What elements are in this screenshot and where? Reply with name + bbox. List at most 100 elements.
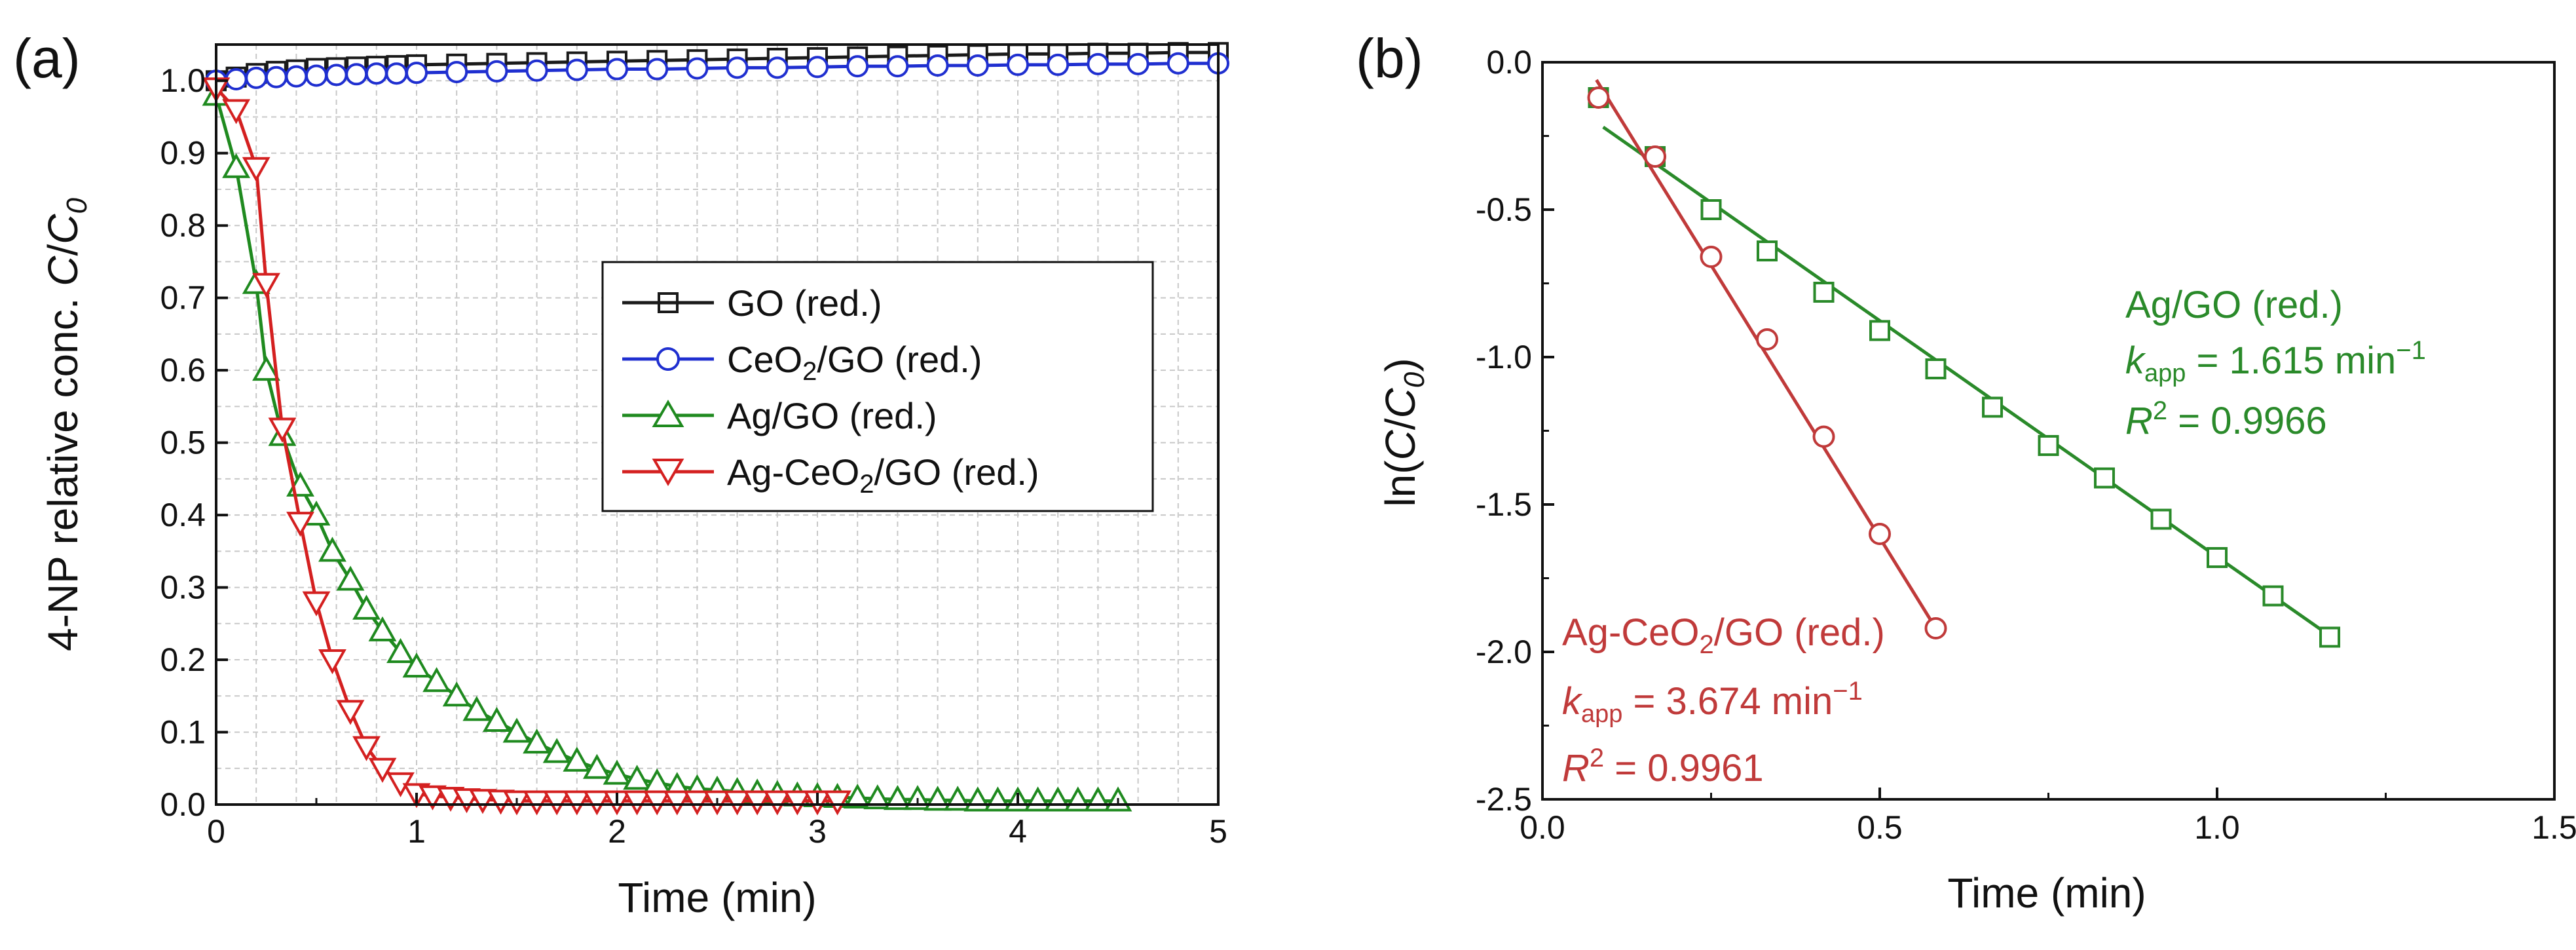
data-point bbox=[352, 736, 381, 761]
x-tick-label: 0.0 bbox=[1520, 809, 1565, 846]
data-point bbox=[663, 790, 692, 816]
data-point bbox=[352, 594, 381, 620]
data-point bbox=[442, 681, 471, 707]
y-tick-label: 0.8 bbox=[160, 207, 206, 244]
legend-marker-triangle-down bbox=[652, 459, 684, 486]
annotation-ag-go: Ag/GO (red.) kapp = 1.615 min−1 R2 = 0.9… bbox=[2125, 284, 2426, 442]
panel-b-label: (b) bbox=[1356, 28, 1423, 89]
data-point bbox=[682, 790, 711, 816]
data-point bbox=[385, 62, 408, 85]
data-point bbox=[563, 746, 591, 772]
x-tick-label: 1 bbox=[407, 813, 426, 850]
data-point bbox=[422, 667, 451, 693]
legend-label: CeO2/GO (red.) bbox=[727, 339, 982, 386]
data-point bbox=[1700, 246, 1723, 268]
annotation-series-name: Ag/GO (red.) bbox=[2125, 284, 2343, 326]
data-point bbox=[318, 537, 346, 562]
data-point bbox=[325, 64, 348, 86]
data-point bbox=[846, 55, 869, 78]
x-tick-label: 1.0 bbox=[2194, 809, 2240, 846]
series-ag-ceo2-go-red bbox=[1587, 79, 1947, 639]
data-point bbox=[265, 66, 288, 88]
data-point bbox=[582, 790, 611, 816]
data-point bbox=[1869, 320, 1890, 341]
panel-a-y-axis-label: 4-NP relative conc. C/C0 bbox=[39, 197, 93, 651]
panel-b-chart: (b) 0.0 0.5 1.0 1.50.0-0.5-1.0-1.5-2.0-2.5 … bbox=[1356, 28, 2576, 917]
data-point bbox=[523, 729, 551, 754]
data-point bbox=[1167, 52, 1189, 75]
y-tick-label: -0.5 bbox=[1476, 191, 1532, 228]
data-point bbox=[1587, 86, 1610, 109]
data-point bbox=[565, 58, 588, 81]
data-point bbox=[863, 784, 892, 810]
data-point bbox=[482, 706, 511, 732]
y-tick-label: 0.0 bbox=[160, 786, 206, 823]
data-point bbox=[242, 157, 271, 182]
data-point bbox=[368, 616, 397, 641]
x-tick-label: 0 bbox=[207, 813, 225, 850]
legend-label: GO (red.) bbox=[727, 282, 882, 324]
data-point bbox=[806, 56, 829, 79]
data-point bbox=[485, 60, 508, 83]
data-point bbox=[563, 790, 591, 816]
data-point bbox=[318, 649, 346, 675]
data-point bbox=[1924, 617, 1947, 639]
data-point bbox=[222, 153, 251, 178]
data-point bbox=[726, 56, 749, 79]
series-ag-ceo2-go-red bbox=[202, 77, 852, 816]
y-tick-label: 1.0 bbox=[160, 62, 206, 99]
panel-b-y-axis-label: ln(C/C0) bbox=[1377, 358, 1430, 506]
legend-label: Ag-CeO2/GO (red.) bbox=[727, 451, 1039, 499]
data-point bbox=[886, 55, 909, 78]
data-point bbox=[1700, 199, 1722, 220]
legend-marker-square bbox=[658, 292, 679, 313]
data-point bbox=[225, 68, 248, 91]
data-point bbox=[2038, 435, 2059, 456]
data-point bbox=[405, 62, 428, 85]
annotation-ag-ceo2-go: Ag-CeO2/GO (red.) kapp = 3.674 min−1 R2 … bbox=[1562, 611, 1885, 789]
y-tick-label: 0.7 bbox=[160, 280, 206, 316]
data-point bbox=[582, 753, 611, 779]
data-point bbox=[445, 60, 468, 83]
data-point bbox=[1756, 240, 1778, 261]
annotation-r-squared: R2 = 0.9966 bbox=[2125, 396, 2327, 442]
x-tick-label: 1.5 bbox=[2531, 809, 2576, 846]
panel-a-chart: (a) 0 1 2 3 4 5 0.0 0.1 0.2 0.3 0.4 0.5 0.6 0.7 0.8 0.9… bbox=[13, 28, 1229, 921]
data-point bbox=[252, 273, 280, 298]
legend-label: Ag/GO (red.) bbox=[727, 395, 937, 436]
data-point bbox=[1644, 145, 1667, 168]
data-point bbox=[1812, 425, 1835, 448]
data-point bbox=[646, 58, 669, 81]
data-point bbox=[743, 790, 772, 816]
y-tick-label: 0.1 bbox=[160, 714, 206, 751]
panel-a-x-axis-label: Time (min) bbox=[618, 874, 816, 921]
data-point bbox=[336, 565, 365, 591]
data-point bbox=[723, 790, 752, 816]
data-point bbox=[1869, 523, 1891, 545]
x-tick-label: 0.5 bbox=[1857, 809, 1903, 846]
data-point bbox=[1127, 52, 1149, 75]
data-point bbox=[623, 765, 652, 790]
data-point bbox=[502, 717, 531, 743]
annotation-series-name: Ag-CeO2/GO (red.) bbox=[1562, 611, 1885, 659]
data-point bbox=[1047, 53, 1070, 76]
y-tick-label: 0.0 bbox=[1486, 44, 1532, 81]
data-point bbox=[468, 789, 497, 814]
annotation-rate-constant: kapp = 1.615 min−1 bbox=[2125, 336, 2426, 387]
y-tick-label: -2.5 bbox=[1476, 781, 1532, 818]
data-point bbox=[368, 757, 397, 783]
data-point bbox=[345, 63, 368, 86]
data-point bbox=[1007, 53, 1029, 76]
legend-entry-ceo2-go: CeO2/GO (red.) bbox=[622, 339, 982, 386]
data-point bbox=[245, 66, 268, 89]
data-point bbox=[365, 62, 388, 85]
panel-a-series bbox=[202, 42, 1229, 816]
data-point bbox=[2319, 626, 2341, 648]
legend-marker-circle bbox=[656, 347, 680, 371]
data-point bbox=[305, 64, 327, 87]
data-point bbox=[285, 65, 308, 88]
legend-entry-ag-ceo2-go: Ag-CeO2/GO (red.) bbox=[622, 451, 1039, 499]
data-point bbox=[2262, 585, 2284, 607]
legend-marker-triangle-up bbox=[652, 400, 684, 427]
